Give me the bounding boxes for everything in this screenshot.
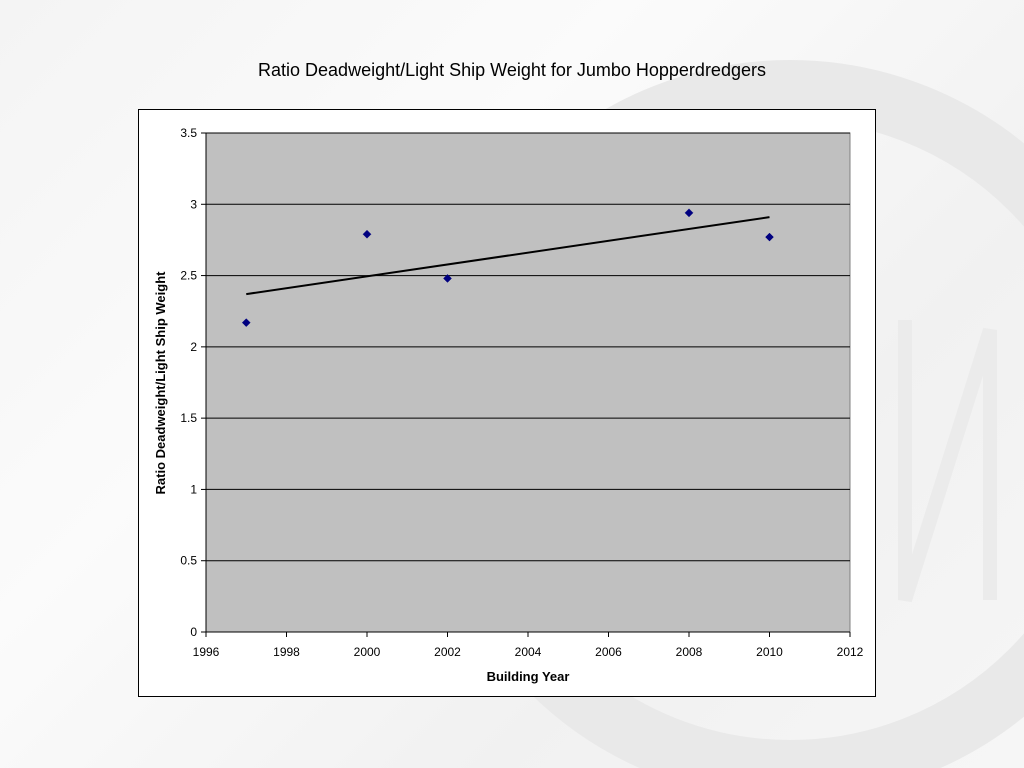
- x-tick-label: 2002: [434, 645, 461, 659]
- data-point-marker: [443, 274, 452, 283]
- data-point-marker: [684, 208, 694, 218]
- x-tick-label: 1996: [193, 645, 220, 659]
- data-point-marker: [765, 232, 774, 242]
- y-tick-label: 3.5: [180, 126, 197, 140]
- x-axis-label: Building Year: [487, 669, 570, 684]
- chart-title: Ratio Deadweight/Light Ship Weight for J…: [258, 60, 766, 80]
- x-tick-label: 2012: [837, 645, 864, 659]
- x-tick-label: 2004: [515, 645, 542, 659]
- x-tick-label: 2000: [354, 645, 381, 659]
- data-point-marker: [241, 318, 251, 327]
- y-tick-label: 3: [190, 197, 197, 211]
- chart-frame: 0 0.5 1 1.5 2 2.5 3 3.5 1996 1998 2000 2002 2004 2006…: [138, 109, 876, 697]
- trendline-layer: [246, 216, 770, 296]
- x-tick-label: 1998: [273, 645, 300, 659]
- y-tick-label: 0.5: [180, 554, 197, 568]
- y-tick-label: 0: [190, 625, 197, 639]
- y-axis-label: Ratio Deadweight/Light Ship Weight: [153, 271, 168, 495]
- x-tick-label: 2008: [676, 645, 703, 659]
- trendline: [246, 216, 770, 296]
- scatter-chart: 0 0.5 1 1.5 2 2.5 3 3.5 1996 1998 2000 2002 2004 2006…: [153, 126, 864, 684]
- y-tick-label: 1: [190, 482, 197, 496]
- plot-area: [205, 132, 851, 633]
- y-tick-label: 2: [190, 340, 197, 354]
- data-points: [241, 208, 774, 327]
- y-tick-label: 2.5: [180, 269, 197, 283]
- data-point-marker: [362, 229, 372, 239]
- x-tick-label: 2006: [595, 645, 622, 659]
- x-tick-label: 2010: [756, 645, 783, 659]
- y-tick-label: 1.5: [180, 411, 197, 425]
- ticks: 0 0.5 1 1.5 2 2.5 3 3.5 1996 1998 2000 2002 2004 2006…: [180, 126, 863, 659]
